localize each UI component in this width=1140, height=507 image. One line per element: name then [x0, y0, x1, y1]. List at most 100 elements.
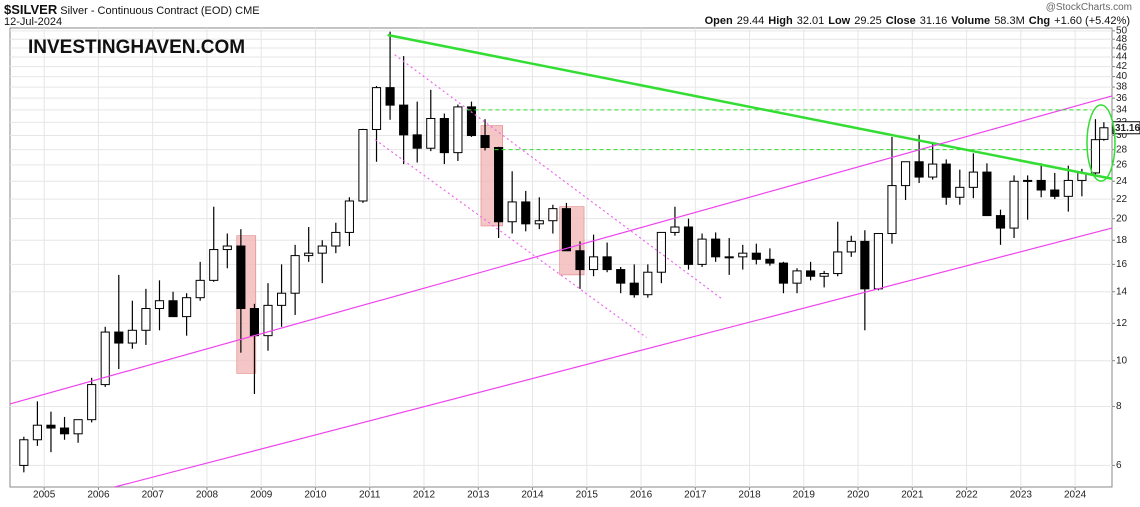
stat-label: Low [828, 15, 851, 27]
x-tick-label: 2009 [250, 490, 273, 501]
x-tick-label: 2016 [630, 490, 653, 501]
trendline [394, 54, 723, 300]
candle-body [738, 252, 748, 258]
trendline [114, 227, 1113, 488]
y-tick-label: 18 [1116, 235, 1128, 246]
candle-body [412, 134, 422, 149]
candle-body [602, 256, 612, 271]
candle-body [276, 292, 287, 306]
x-tick-label: 2022 [955, 490, 978, 501]
stat-value: 32.01 [796, 15, 825, 27]
candle-body [846, 240, 856, 253]
candle-body [887, 185, 897, 235]
y-tick-label: 30 [1116, 130, 1128, 141]
stat-label: Close [885, 15, 916, 27]
candle-body [358, 128, 368, 202]
stat-label: Chg [1028, 15, 1051, 27]
y-tick-label: 44 [1116, 52, 1128, 63]
y-tick-label: 26 [1116, 160, 1128, 171]
x-tick-label: 2008 [196, 490, 219, 501]
candle-body [249, 308, 260, 337]
candle-body [304, 252, 314, 257]
stat-label: Volume [951, 15, 991, 27]
candle-body [209, 249, 219, 281]
x-tick-label: 2006 [87, 490, 110, 501]
candle-body [453, 106, 463, 154]
y-tick-label: 28 [1116, 144, 1128, 155]
x-tick-label: 2021 [901, 490, 924, 501]
marks: 31.16 [9, 31, 1140, 488]
candle-body [46, 424, 56, 429]
y-tick-label: 6 [1116, 460, 1122, 471]
candle-body [521, 201, 531, 225]
candle-body [1036, 179, 1046, 191]
candle-body [19, 439, 29, 466]
grid: 6810121416182022242628303234363840424446… [10, 25, 1128, 501]
candle-body [534, 220, 544, 225]
candle-body [928, 163, 938, 178]
candle-body [833, 251, 843, 275]
candle-body [629, 282, 639, 296]
credit: @StockCharts.com [1045, 2, 1132, 13]
stat-value: 58.3M [994, 15, 1025, 27]
symbol: $SILVER [4, 2, 58, 17]
x-tick-label: 2017 [684, 490, 707, 501]
candle-body [1099, 127, 1109, 140]
x-tick-label: 2020 [847, 490, 870, 501]
candle-body [683, 226, 694, 265]
y-tick-label: 20 [1116, 213, 1128, 224]
y-tick-label: 14 [1116, 286, 1128, 297]
trendline [9, 95, 1113, 405]
y-tick-label: 16 [1116, 259, 1128, 270]
candle-body [1063, 179, 1073, 197]
candle-body [670, 226, 680, 233]
candle-body [697, 238, 707, 265]
x-tick-label: 2005 [33, 490, 56, 501]
candle-body [900, 161, 911, 187]
candle-body [371, 87, 382, 130]
subtitle: Silver - Continuous Contract (EOD) [60, 5, 233, 17]
candle-body [995, 215, 1006, 229]
candle-body [494, 147, 504, 223]
candle-body [873, 233, 883, 290]
candle-body [982, 171, 992, 217]
candle-body [344, 200, 354, 233]
candle-body [1050, 189, 1060, 197]
candle-body [656, 231, 666, 273]
candle-body [616, 269, 626, 284]
x-tick-label: 2023 [1010, 490, 1033, 501]
x-tick-label: 2007 [142, 490, 165, 501]
stat-label: High [768, 15, 793, 27]
candle-body [1090, 139, 1101, 174]
candle-body [222, 245, 232, 251]
x-tick-label: 2018 [738, 490, 761, 501]
last-value-box [1112, 121, 1140, 135]
watermark: INVESTINGHAVEN.COM [28, 37, 245, 58]
candle-body [711, 238, 721, 258]
candle-body [168, 300, 178, 318]
y-tick-label: 34 [1116, 105, 1128, 116]
candle-body [154, 300, 165, 310]
stats: Open 29.44 High 32.01 Low 29.25 Close 31.16 Volu… [705, 15, 1134, 27]
candle-body [59, 427, 70, 435]
candle-body [778, 262, 789, 284]
stat-value: 29.25 [854, 15, 882, 27]
y-tick-label: 46 [1116, 43, 1128, 54]
candle-body [548, 208, 558, 222]
candle-body [575, 250, 585, 271]
y-tick-label: 8 [1116, 401, 1122, 412]
candle-body [507, 201, 517, 223]
candle-body [263, 304, 273, 337]
candle-body [100, 331, 110, 386]
annotation-circle [1086, 104, 1116, 182]
y-tick-label: 22 [1116, 194, 1128, 205]
candle-body [968, 171, 978, 188]
x-tick-label: 2013 [467, 490, 490, 501]
header-left: $SILVER Silver - Continuous Contract (EO… [4, 2, 260, 17]
candle-body [182, 297, 192, 318]
y-tick-label: 10 [1116, 355, 1128, 366]
last-value-label: 31.16 [1115, 123, 1140, 134]
candle-body [914, 161, 924, 178]
